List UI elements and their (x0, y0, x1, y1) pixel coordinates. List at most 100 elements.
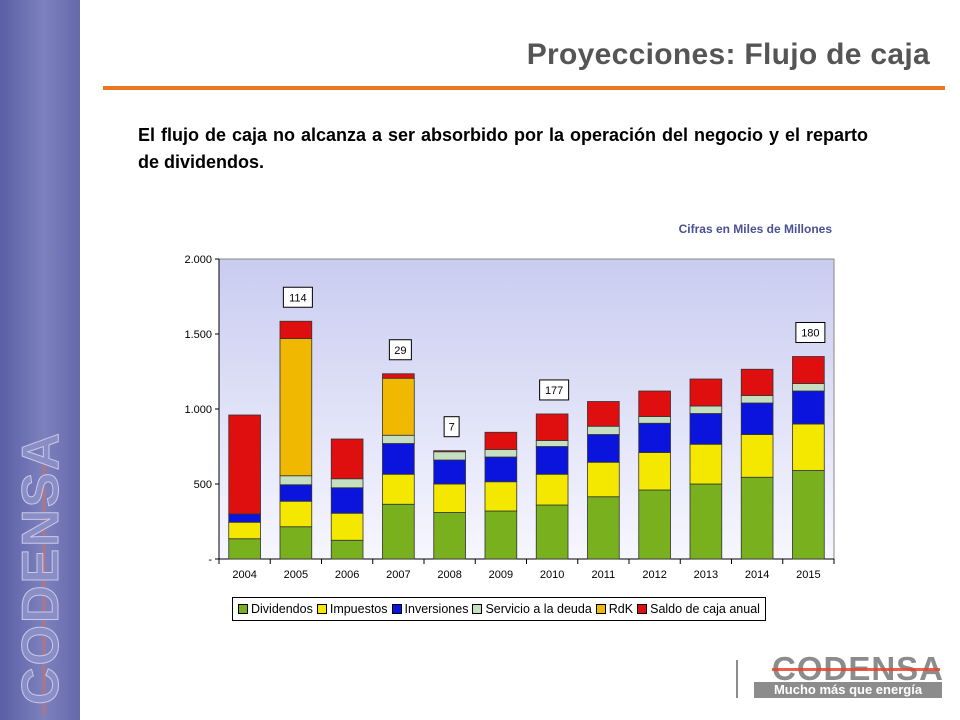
title-rule (103, 86, 945, 90)
page-title: Proyecciones: Flujo de caja (526, 38, 930, 71)
bar-segment (330, 438, 364, 480)
legend-label: Impuestos (329, 602, 388, 616)
bar-segment (740, 434, 774, 478)
legend-label: Dividendos (251, 602, 313, 616)
callout-box (388, 339, 412, 361)
bar-segment (484, 510, 518, 560)
bar-segment (228, 414, 261, 515)
legend-swatch (595, 604, 606, 614)
bar-segment (740, 395, 774, 404)
bar-segment (740, 368, 774, 396)
legend-label: Inversiones (404, 602, 469, 616)
bar-segment (535, 446, 569, 475)
bar-segment (792, 470, 825, 560)
x-tick-label: 2012 (642, 569, 666, 581)
bar-segment (535, 440, 569, 447)
bar-segment (484, 456, 518, 483)
bar-segment (382, 373, 415, 379)
bar-segment (228, 513, 261, 523)
bar-segment (382, 443, 415, 475)
chart-legend: Dividendos Impuestos Inversiones Servicio a… (232, 597, 766, 621)
slide-subtitle: El flujo de caja no alcanza a ser absorb… (138, 125, 868, 172)
x-tick-label: 2015 (796, 569, 820, 581)
bar-segment (330, 478, 364, 489)
y-tick-label: 500 (194, 479, 212, 491)
bar-segment (484, 431, 518, 450)
legend-label: Servicio a la deuda (485, 602, 592, 616)
bar-segment (587, 434, 620, 463)
bar-segment (792, 356, 825, 384)
bar-segment (587, 461, 620, 498)
bar-segment (689, 413, 723, 445)
callout-label: 114 (289, 292, 307, 304)
bar-segment (382, 473, 415, 505)
bar-segment (279, 526, 313, 560)
bar-segment (689, 378, 723, 407)
callout-label: 7 (449, 422, 455, 434)
legend-item: Saldo de caja anual (637, 602, 760, 616)
legend-swatch (316, 604, 327, 614)
bar-segment (587, 425, 620, 435)
units-label: Cifras en Miles de Millones (678, 222, 832, 236)
svg-text:CODENSA: CODENSA (12, 431, 70, 705)
codensa-logo: CODENSA Mucho más que energía (736, 652, 944, 698)
sidebar-band: CODENSA (0, 0, 80, 720)
bar-segment (279, 484, 313, 502)
y-tick-label: 2.000 (184, 254, 212, 266)
bar-segment (638, 422, 671, 453)
bar-segment (638, 452, 671, 491)
bar-segment (638, 390, 671, 417)
x-tick-label: 2009 (489, 569, 513, 581)
callout-box (795, 322, 826, 343)
legend-item: Impuestos (316, 602, 388, 616)
x-tick-label: 2014 (745, 569, 769, 581)
bar-segment (382, 434, 415, 444)
bar-segment (330, 512, 364, 541)
bar-segment (535, 473, 569, 506)
callout-box (282, 286, 313, 308)
bar-segment (638, 416, 671, 424)
legend-item: Servicio a la deuda (472, 602, 592, 616)
bar-segment (279, 500, 313, 528)
bar-segment (740, 476, 774, 560)
bar-segment (792, 390, 825, 425)
bar-segment (382, 377, 415, 436)
bar-segment (433, 451, 466, 461)
bar-segment (279, 320, 313, 339)
x-tick-label: 2005 (284, 569, 308, 581)
bar-segment (535, 504, 569, 560)
bar-segment (330, 539, 364, 560)
cash-flow-chart: - 500 1.000 1.500 2.000 2004 2005 2006 2007 2008 2… (184, 254, 835, 581)
callout-label: 180 (801, 328, 819, 340)
x-tick-label: 2006 (335, 569, 359, 581)
bar-segment (689, 483, 723, 560)
bar-segment (587, 496, 620, 560)
legend-label: RdK (608, 602, 634, 616)
legend-item: Dividendos (238, 602, 313, 616)
x-tick-label: 2008 (437, 569, 461, 581)
x-tick-label: 2013 (694, 569, 718, 581)
bar-segment (433, 512, 466, 560)
callout-box (539, 379, 570, 401)
bar-segment (382, 503, 415, 560)
logo-stroke (772, 668, 940, 671)
codensa-vertical-logo: CODENSA (12, 430, 71, 715)
bar-segment (228, 521, 261, 540)
x-tick-label: 2004 (232, 569, 256, 581)
bar-segment (484, 481, 518, 512)
x-tick-label: 2010 (540, 569, 564, 581)
bar-segment (689, 443, 723, 485)
bar-segment (792, 383, 825, 392)
bar-segment (484, 449, 518, 458)
bar-segment (689, 405, 723, 414)
bar-segment (587, 401, 620, 427)
bar-segment (638, 489, 671, 560)
logo-tagline: Mucho más que energía (754, 682, 942, 698)
legend-swatch (637, 604, 648, 614)
x-tick-label: 2011 (592, 569, 616, 581)
bar-segment (535, 413, 569, 441)
logo-divider (736, 660, 738, 698)
y-tick-label: - (208, 554, 212, 566)
callout-label: 29 (394, 345, 406, 357)
bar-segment (279, 475, 313, 486)
